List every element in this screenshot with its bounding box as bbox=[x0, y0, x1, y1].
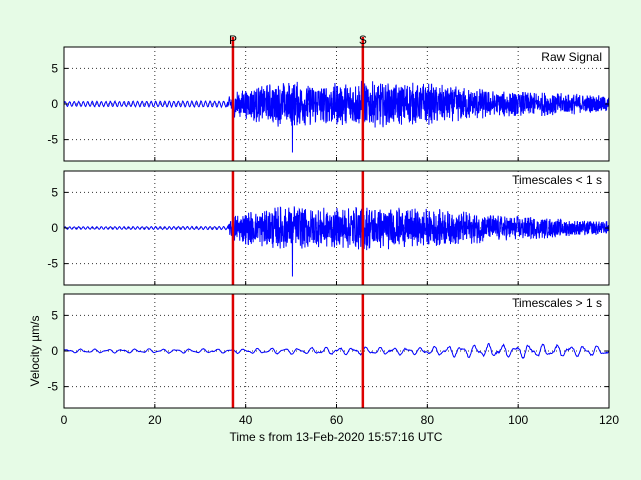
panel-long-timescales-ytick-label: 0 bbox=[51, 344, 58, 358]
panel-raw-signal-waveform bbox=[63, 80, 610, 153]
panel-long-timescales: 5 0 -5 Timescales > 1 s bbox=[47, 293, 610, 409]
s-wave-pick-label: S bbox=[359, 33, 367, 47]
panel-raw-signal-ytick-label: 0 bbox=[51, 97, 58, 111]
x-tick-label: 20 bbox=[148, 413, 162, 427]
panel-short-timescales-yticks: 5 0 -5 bbox=[47, 185, 610, 285]
panel-long-timescales-trace bbox=[63, 342, 610, 359]
x-axis-tick-labels: 0 20 40 60 80 100 120 bbox=[61, 413, 620, 427]
panel-raw-signal-picks bbox=[231, 37, 365, 161]
panel-raw-signal: 5 0 -5 Raw Signal bbox=[47, 37, 610, 162]
panel-raw-signal-ytick-label: -5 bbox=[47, 133, 58, 147]
x-tick-label: 40 bbox=[239, 413, 253, 427]
panel-short-timescales-ytick-label: -5 bbox=[47, 257, 58, 271]
panel-long-timescales-waveform bbox=[63, 342, 610, 359]
panel-long-timescales-ytick-label: 5 bbox=[51, 308, 58, 322]
x-tick-label: 120 bbox=[599, 413, 619, 427]
x-axis-title: Time s from 13-Feb-2020 15:57:16 UTC bbox=[230, 430, 443, 444]
x-tick-label: 0 bbox=[61, 413, 68, 427]
panel-short-timescales-ytick-label: 5 bbox=[51, 185, 58, 199]
panel-short-timescales-waveform bbox=[63, 206, 610, 277]
panel-short-timescales-picks bbox=[231, 171, 365, 285]
panel-long-timescales-ytick-label: -5 bbox=[47, 380, 58, 394]
panel-short-timescales-trace bbox=[63, 206, 610, 277]
panel-long-timescales-label: Timescales > 1 s bbox=[512, 296, 602, 310]
panel-raw-signal-label: Raw Signal bbox=[541, 50, 602, 64]
panel-short-timescales-ytick-label: 0 bbox=[51, 221, 58, 235]
panel-raw-signal-ytick-label: 5 bbox=[51, 61, 58, 75]
panel-short-timescales-label: Timescales < 1 s bbox=[512, 173, 602, 187]
x-tick-label: 80 bbox=[421, 413, 435, 427]
panel-long-timescales-border bbox=[63, 293, 610, 409]
x-tick-label: 60 bbox=[330, 413, 344, 427]
p-wave-pick-label: P bbox=[229, 33, 237, 47]
x-tick-label: 100 bbox=[508, 413, 528, 427]
panel-raw-signal-border bbox=[63, 46, 610, 162]
y-axis-title: Velocity µm/s bbox=[28, 316, 42, 387]
panel-raw-signal-trace bbox=[63, 80, 610, 153]
panel-short-timescales-border bbox=[63, 170, 610, 286]
panel-short-timescales: 5 0 -5 Timescales < 1 s bbox=[47, 170, 610, 286]
panel-long-timescales-picks bbox=[231, 294, 365, 408]
